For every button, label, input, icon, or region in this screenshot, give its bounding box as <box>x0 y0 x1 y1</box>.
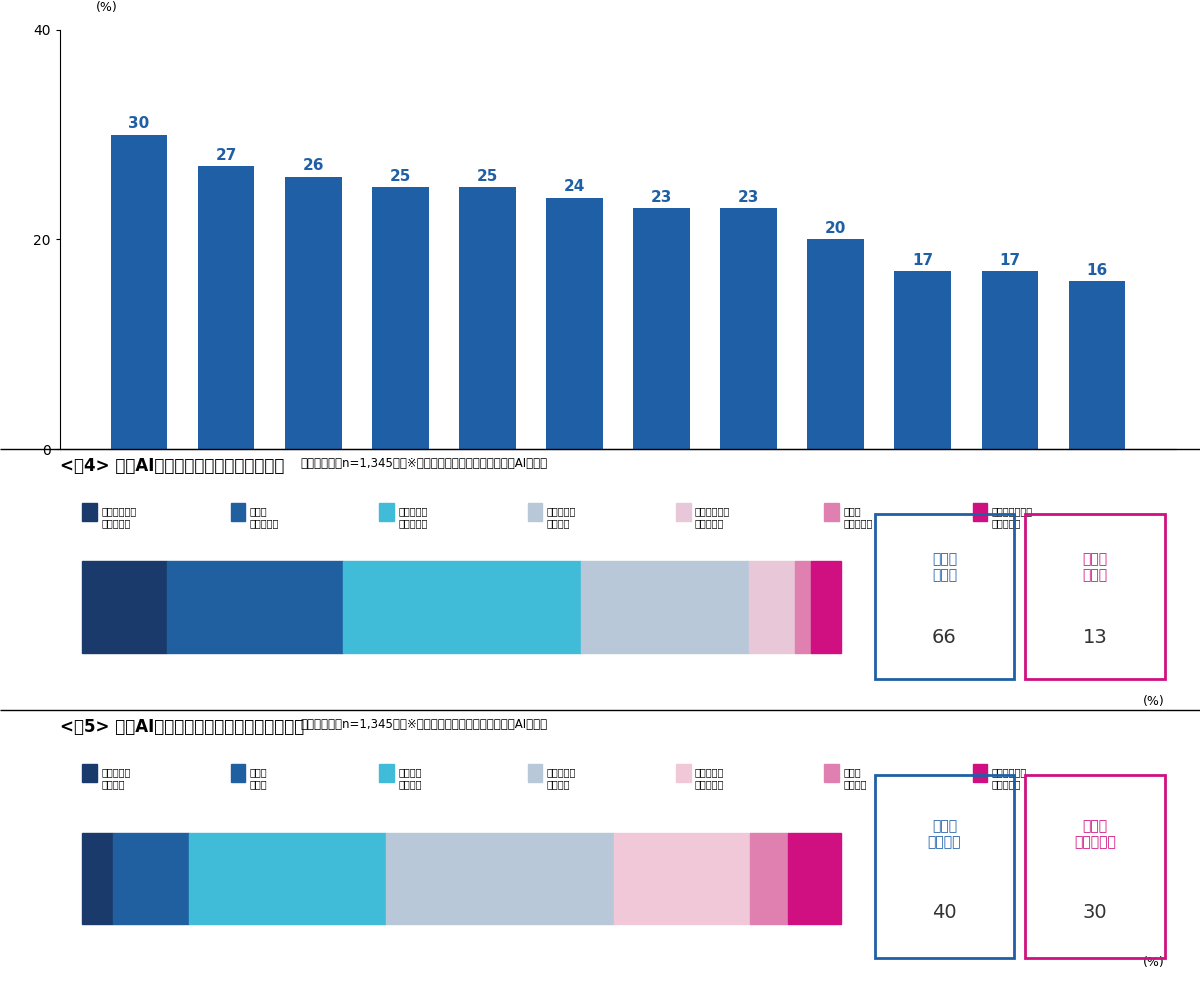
FancyBboxPatch shape <box>749 562 796 653</box>
Text: 30: 30 <box>1082 903 1108 922</box>
FancyBboxPatch shape <box>581 562 749 653</box>
FancyBboxPatch shape <box>796 562 810 653</box>
FancyBboxPatch shape <box>83 562 167 653</box>
Bar <box>546 197 602 449</box>
Text: 20: 20 <box>826 221 846 236</box>
Text: <図4> 生成AIによって自分の仕事への影響: <図4> 生成AIによって自分の仕事への影響 <box>60 457 284 475</box>
FancyBboxPatch shape <box>386 832 613 925</box>
FancyBboxPatch shape <box>750 832 788 925</box>
Text: 27: 27 <box>216 148 236 163</box>
Bar <box>720 208 776 449</box>
Text: 13: 13 <box>1082 628 1108 647</box>
Text: 26: 26 <box>302 159 324 173</box>
FancyBboxPatch shape <box>788 832 841 925</box>
FancyBboxPatch shape <box>230 502 245 521</box>
Text: 影響は
ない計: 影響は ない計 <box>1082 552 1108 582</box>
FancyBboxPatch shape <box>343 562 581 653</box>
FancyBboxPatch shape <box>824 502 839 521</box>
Text: あまり影響は
ないと思う: あまり影響は ないと思う <box>695 506 731 528</box>
Text: 40: 40 <box>932 903 956 922</box>
Text: 不安を
感じない計: 不安を 感じない計 <box>1074 819 1116 849</box>
Text: 4: 4 <box>94 872 102 885</box>
Text: <図5> 生成AIによって感じている将来への不安: <図5> 生成AIによって感じている将来への不安 <box>60 718 305 736</box>
FancyBboxPatch shape <box>83 764 97 782</box>
Text: まったく影響は
ないと思う: まったく影響は ないと思う <box>992 506 1033 528</box>
Text: 31: 31 <box>451 600 473 614</box>
Text: 7: 7 <box>810 872 820 885</box>
FancyBboxPatch shape <box>379 502 394 521</box>
Text: 11: 11 <box>114 600 134 614</box>
FancyBboxPatch shape <box>188 832 386 925</box>
Text: (%): (%) <box>1144 695 1165 708</box>
Text: 25: 25 <box>390 168 410 184</box>
Bar <box>982 271 1038 449</box>
FancyBboxPatch shape <box>230 764 245 782</box>
Bar <box>284 176 342 449</box>
Text: 18: 18 <box>671 871 692 886</box>
Text: 30: 30 <box>490 871 510 886</box>
Text: とても不安
を感じる: とても不安 を感じる <box>101 767 131 789</box>
Text: 24: 24 <box>564 179 586 194</box>
Text: 影響が
あると思う: 影響が あると思う <box>250 506 280 528</box>
Text: 不安を
感じない: 不安を 感じない <box>844 767 866 789</box>
Text: どちらとも
いえない: どちらとも いえない <box>546 767 576 789</box>
Text: 2: 2 <box>798 601 808 613</box>
Text: 4: 4 <box>822 601 830 613</box>
Text: 不安を
感じる計: 不安を 感じる計 <box>928 819 961 849</box>
Text: とても影響が
あると思う: とても影響が あると思う <box>101 506 137 528</box>
Bar <box>634 208 690 449</box>
Text: (%): (%) <box>96 1 118 14</box>
FancyBboxPatch shape <box>824 764 839 782</box>
Bar <box>1069 281 1126 449</box>
Text: 25: 25 <box>476 168 498 184</box>
FancyBboxPatch shape <box>676 502 690 521</box>
Text: 影響が
ある計: 影響が ある計 <box>932 552 956 582</box>
Text: まったく不安
を感じない: まったく不安 を感じない <box>992 767 1027 789</box>
FancyBboxPatch shape <box>167 562 343 653</box>
Text: 22: 22 <box>654 600 676 614</box>
FancyBboxPatch shape <box>973 502 988 521</box>
Text: 5: 5 <box>764 872 774 885</box>
FancyBboxPatch shape <box>83 502 97 521</box>
Bar <box>460 187 516 449</box>
Text: 16: 16 <box>1086 264 1108 278</box>
Text: 23: 23 <box>738 190 760 205</box>
FancyBboxPatch shape <box>528 502 542 521</box>
Text: 23: 23 <box>650 190 672 205</box>
FancyBboxPatch shape <box>83 832 113 925</box>
Text: 10: 10 <box>140 871 161 886</box>
Text: どちらとも
いえない: どちらとも いえない <box>546 506 576 528</box>
FancyBboxPatch shape <box>613 832 750 925</box>
Text: 23: 23 <box>244 600 265 614</box>
FancyBboxPatch shape <box>810 562 841 653</box>
Text: 26: 26 <box>276 871 298 886</box>
Text: 17: 17 <box>1000 253 1020 268</box>
Text: （単一回答：n=1,345）　※ベース：ホワイトカラー・生成AI認知者: （単一回答：n=1,345） ※ベース：ホワイトカラー・生成AI認知者 <box>300 457 547 470</box>
FancyBboxPatch shape <box>113 832 188 925</box>
Bar <box>198 166 254 449</box>
Text: やや影響が
あると思う: やや影響が あると思う <box>398 506 427 528</box>
FancyBboxPatch shape <box>528 764 542 782</box>
FancyBboxPatch shape <box>379 764 394 782</box>
FancyBboxPatch shape <box>973 764 988 782</box>
Text: あまり不安
を感じない: あまり不安 を感じない <box>695 767 725 789</box>
Text: 17: 17 <box>912 253 934 268</box>
Text: やや不安
を感じる: やや不安 を感じる <box>398 767 421 789</box>
Text: 不安を
感じる: 不安を 感じる <box>250 767 268 789</box>
Bar <box>894 271 952 449</box>
Bar <box>808 240 864 449</box>
Bar <box>372 187 428 449</box>
Text: 66: 66 <box>932 628 956 647</box>
FancyBboxPatch shape <box>676 764 690 782</box>
Text: 6: 6 <box>768 601 776 613</box>
Text: 影響は
ないと思う: 影響は ないと思う <box>844 506 872 528</box>
Text: （単一回答：n=1,345）　※ベース：ホワイトカラー・生成AI認知者: （単一回答：n=1,345） ※ベース：ホワイトカラー・生成AI認知者 <box>300 718 547 731</box>
Bar <box>110 135 167 449</box>
Text: 30: 30 <box>128 117 150 132</box>
Text: (%): (%) <box>1144 955 1165 968</box>
